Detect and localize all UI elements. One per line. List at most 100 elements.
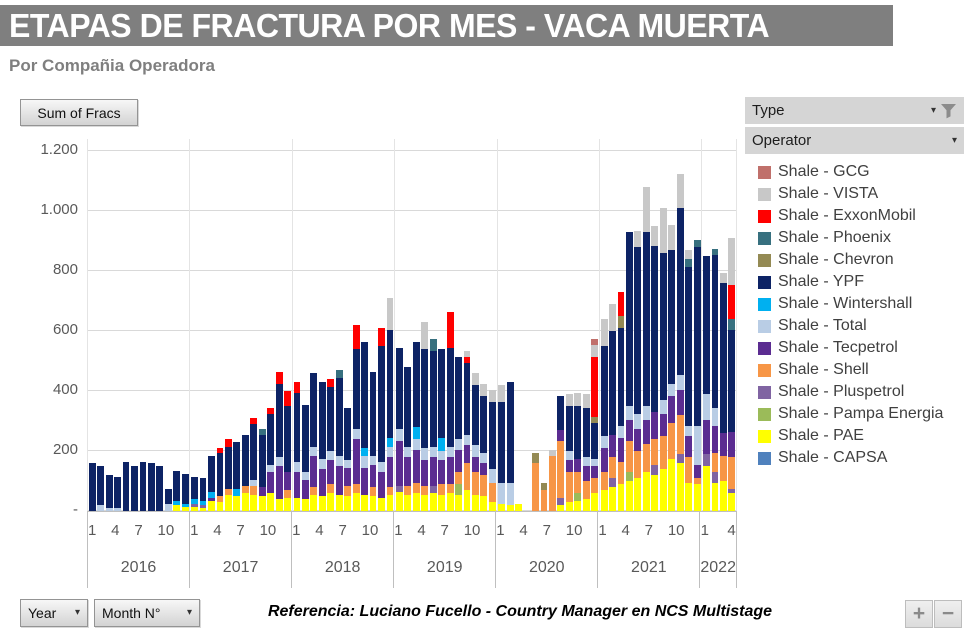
- segment-Total[interactable]: [685, 425, 693, 436]
- segment-Tec[interactable]: [361, 467, 369, 495]
- segment-Shell[interactable]: [693, 478, 701, 484]
- segment-PAE[interactable]: [318, 496, 326, 511]
- segment-Total[interactable]: [463, 434, 471, 445]
- segment-Shell[interactable]: [668, 422, 676, 459]
- segment-Total[interactable]: [395, 428, 403, 441]
- segment-Plus[interactable]: [711, 472, 719, 483]
- operator-filter-button[interactable]: Operator ▾: [745, 127, 964, 154]
- segment-Tec[interactable]: [600, 448, 608, 472]
- segment-VISTA[interactable]: [659, 208, 667, 253]
- segment-YPF[interactable]: [310, 373, 318, 447]
- segment-YPF[interactable]: [642, 232, 650, 406]
- segment-Win[interactable]: [173, 500, 181, 505]
- segment-Tec[interactable]: [728, 431, 736, 457]
- legend-item-Tec[interactable]: Shale - Tecpetrol: [758, 337, 964, 359]
- segment-Tec[interactable]: [404, 457, 412, 486]
- segment-Total[interactable]: [600, 436, 608, 448]
- segment-PAE[interactable]: [335, 494, 343, 511]
- segment-YPF[interactable]: [565, 406, 573, 451]
- segment-Tec[interactable]: [378, 472, 385, 498]
- segment-YPF[interactable]: [421, 349, 429, 448]
- segment-Tec[interactable]: [480, 463, 488, 475]
- segment-Total[interactable]: [327, 451, 335, 460]
- segment-PAE[interactable]: [642, 472, 650, 511]
- segment-YPF[interactable]: [122, 461, 130, 511]
- segment-Plus[interactable]: [429, 485, 437, 493]
- segment-Shell[interactable]: [582, 481, 590, 499]
- segment-Shell[interactable]: [284, 490, 292, 498]
- segment-YPF[interactable]: [344, 407, 352, 460]
- segment-PAE[interactable]: [173, 505, 181, 511]
- segment-Total[interactable]: [164, 503, 172, 511]
- legend-item-Chev[interactable]: Shale - Chevron: [758, 249, 964, 271]
- segment-VISTA[interactable]: [472, 373, 479, 385]
- segment-Plus[interactable]: [191, 503, 199, 507]
- segment-Plus[interactable]: [676, 454, 684, 463]
- legend-item-Pampa[interactable]: Shale - Pampa Energia: [758, 403, 964, 425]
- segment-Total[interactable]: [582, 457, 590, 466]
- segment-PAE[interactable]: [191, 506, 199, 511]
- segment-YPF[interactable]: [233, 442, 241, 489]
- segment-Chev[interactable]: [591, 416, 599, 423]
- segment-PAE[interactable]: [634, 478, 642, 511]
- segment-PAE[interactable]: [557, 505, 565, 511]
- segment-YPF[interactable]: [506, 382, 514, 483]
- segment-YPF[interactable]: [318, 382, 326, 459]
- segment-Tec[interactable]: [574, 458, 582, 472]
- segment-Shell[interactable]: [250, 485, 258, 495]
- segment-Shell[interactable]: [472, 472, 479, 495]
- segment-Total[interactable]: [711, 407, 719, 426]
- segment-PAE[interactable]: [659, 469, 667, 511]
- segment-Shell[interactable]: [617, 461, 625, 484]
- segment-Total[interactable]: [361, 455, 369, 468]
- segment-YPF[interactable]: [284, 406, 292, 472]
- segment-PAE[interactable]: [310, 494, 318, 511]
- segment-YPF[interactable]: [582, 407, 590, 457]
- segment-VISTA[interactable]: [386, 298, 394, 330]
- segment-YPF[interactable]: [719, 283, 727, 433]
- segment-PAE[interactable]: [515, 503, 523, 511]
- segment-Tec[interactable]: [609, 434, 616, 457]
- segment-PAE[interactable]: [208, 500, 215, 511]
- segment-Total[interactable]: [250, 479, 258, 486]
- segment-PAE[interactable]: [600, 490, 608, 511]
- segment-YPF[interactable]: [378, 346, 385, 462]
- segment-YPF[interactable]: [591, 422, 599, 459]
- segment-Tec[interactable]: [412, 449, 420, 483]
- segment-Shell[interactable]: [224, 488, 232, 495]
- segment-PAE[interactable]: [241, 493, 249, 511]
- segment-PAE[interactable]: [609, 487, 616, 511]
- segment-PAE[interactable]: [668, 458, 676, 511]
- segment-Tec[interactable]: [258, 487, 266, 496]
- segment-Total[interactable]: [506, 482, 514, 505]
- legend-item-Phx[interactable]: Shale - Phoenix: [758, 227, 964, 249]
- segment-PAE[interactable]: [498, 503, 506, 511]
- segment-YPF[interactable]: [626, 232, 633, 406]
- segment-Tec[interactable]: [446, 457, 454, 484]
- segment-Total[interactable]: [378, 461, 385, 472]
- segment-Tec[interactable]: [463, 445, 471, 463]
- legend-item-GCG[interactable]: Shale - GCG: [758, 161, 964, 183]
- segment-Tec[interactable]: [703, 419, 710, 454]
- segment-Total[interactable]: [565, 451, 573, 460]
- segment-Chev[interactable]: [617, 316, 625, 328]
- segment-PAE[interactable]: [258, 496, 266, 511]
- segment-Tec[interactable]: [617, 437, 625, 462]
- segment-Total[interactable]: [446, 446, 454, 457]
- segment-Tec[interactable]: [369, 464, 377, 487]
- segment-PAE[interactable]: [233, 496, 241, 511]
- segment-Total[interactable]: [438, 451, 446, 460]
- segment-Total[interactable]: [676, 374, 684, 390]
- segment-Shell[interactable]: [549, 455, 556, 511]
- segment-Tec[interactable]: [352, 439, 360, 484]
- segment-Tec[interactable]: [318, 469, 326, 496]
- segment-PAE[interactable]: [685, 482, 693, 511]
- month-field-button[interactable]: Month N° ▾: [94, 599, 200, 627]
- segment-YPF[interactable]: [429, 350, 437, 447]
- segment-Win[interactable]: [386, 437, 394, 447]
- segment-Plus[interactable]: [199, 505, 207, 508]
- segment-PAE[interactable]: [250, 494, 258, 511]
- segment-PAE[interactable]: [463, 490, 471, 511]
- segment-Total[interactable]: [659, 400, 667, 414]
- segment-PAE[interactable]: [199, 508, 207, 511]
